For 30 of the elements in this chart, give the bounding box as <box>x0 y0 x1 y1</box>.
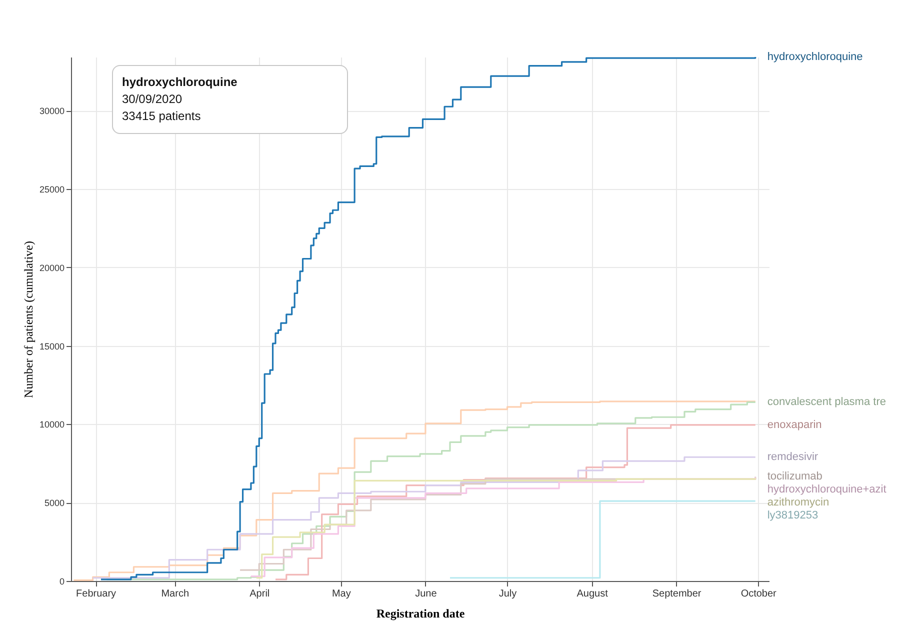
x-tick-label: May <box>332 588 351 600</box>
series-label: hydroxychloroquine <box>767 51 863 63</box>
annotation: 30/09/2020 <box>122 91 184 108</box>
series-label: hydroxychloroquine+azit <box>767 484 886 496</box>
series-label: enoxaparin <box>767 418 822 431</box>
series-label: azithromycin <box>767 496 830 509</box>
series-label: convalescent plasma tre <box>767 396 886 408</box>
x-axis-title: Registration date <box>376 606 466 620</box>
x-tick-label: February <box>76 588 116 600</box>
y-tick-label: 0 <box>59 576 64 586</box>
y-tick-label: 30000 <box>39 106 64 116</box>
y-tick-label: 15000 <box>39 341 64 352</box>
x-tick-label: October <box>740 588 778 600</box>
series-label: remdesivir <box>767 451 818 464</box>
y-tick-label: 25000 <box>39 184 64 194</box>
x-tick-label: July <box>498 588 517 600</box>
x-tick-label: August <box>576 588 608 600</box>
series-label: ly3819253 <box>767 510 818 522</box>
annotation: hydroxychloroquine <box>122 74 238 91</box>
y-tick-label: 20000 <box>39 262 64 273</box>
annotation: 33415 patients <box>122 108 202 125</box>
x-tick-label: September <box>652 588 702 600</box>
tooltip-box: hydroxychloroquine 30/09/2020 33415 patients <box>112 65 348 134</box>
y-tick-label: 5000 <box>44 498 64 508</box>
series-label: tocilizumab <box>767 470 822 483</box>
y-axis-title: Number of patients (cumulative) <box>21 241 36 398</box>
y-tick-label: 10000 <box>39 420 64 430</box>
x-tick-label: April <box>250 588 270 600</box>
x-tick-label: March <box>161 588 190 600</box>
x-tick-label: June <box>415 588 438 600</box>
